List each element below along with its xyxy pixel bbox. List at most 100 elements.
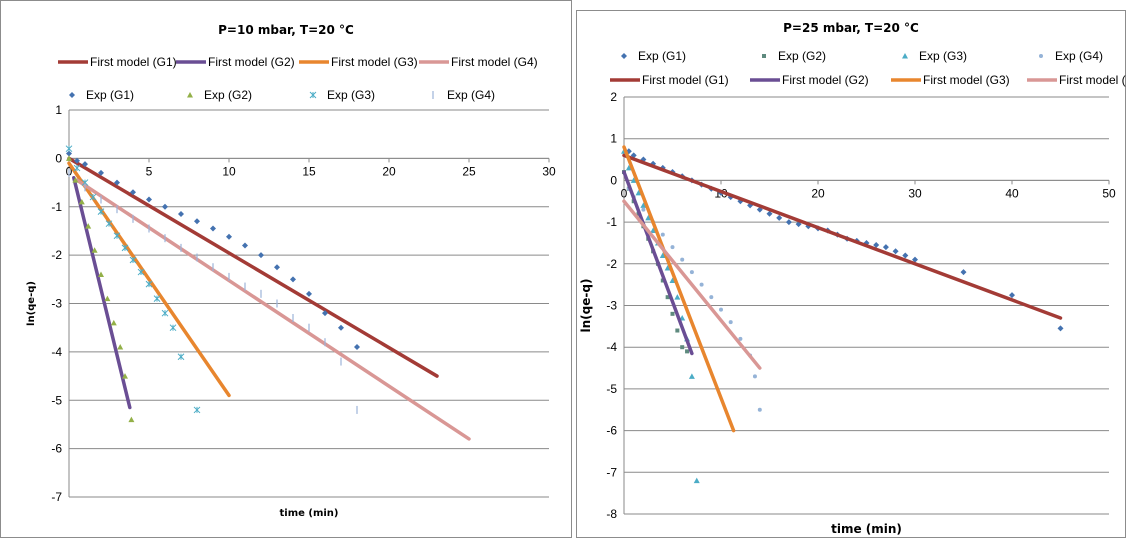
data-point (210, 225, 216, 232)
data-point (675, 328, 680, 333)
legend-entry: Exp (G4) (432, 88, 495, 102)
chart-panel-1: P=10 mbar, T=20 °C 10-1-2-3-4-5-6-705101… (0, 0, 572, 538)
data-point (74, 157, 80, 164)
data-point (82, 161, 88, 168)
data-point (1039, 54, 1043, 58)
legend-entry: Exp (G1) (69, 88, 134, 102)
data-point (91, 247, 98, 253)
data-point (66, 150, 72, 157)
data-point (161, 309, 169, 317)
data-point (193, 406, 201, 414)
data-point (97, 208, 105, 215)
data-point (98, 271, 104, 277)
series-first-model-g2- (622, 170, 694, 356)
data-point (719, 307, 723, 312)
series-first-model-g2- (72, 175, 132, 410)
y-tick-label: -2 (51, 248, 62, 262)
y-axis-title: ln(qe-q) (579, 279, 593, 333)
data-point (728, 320, 733, 325)
data-point (873, 242, 880, 249)
legend-entry: First model (G3) (299, 55, 418, 69)
y-tick-label: -7 (51, 490, 62, 504)
data-point (178, 211, 184, 218)
series-first-model-g3- (67, 161, 231, 398)
legend-entry: First model (G2) (176, 55, 295, 69)
legend-entry: Exp (G2) (187, 88, 252, 102)
y-tick-label: -3 (51, 297, 62, 311)
data-point (66, 155, 72, 161)
data-point (137, 268, 145, 276)
model-line (72, 175, 132, 410)
y-tick-label: -6 (51, 442, 62, 456)
legend-label: Exp (G2) (778, 49, 826, 63)
x-tick-label: 40 (1005, 186, 1019, 200)
y-tick-label: 1 (55, 103, 62, 117)
data-point (85, 223, 92, 229)
legend-label: First model (G3) (331, 55, 418, 69)
data-point (625, 148, 632, 155)
data-point (146, 196, 152, 203)
model-line (622, 199, 762, 370)
data-point (757, 407, 762, 412)
data-point (309, 91, 317, 99)
y-tick-label: -3 (606, 299, 617, 313)
data-point (669, 277, 676, 283)
data-point (177, 353, 185, 361)
data-point (104, 295, 111, 302)
data-point (72, 177, 79, 183)
series-exp-g3- (65, 145, 201, 414)
data-point (1009, 292, 1015, 299)
y-tick-label: -1 (51, 200, 62, 214)
data-point (187, 92, 193, 98)
legend-entry: First model (G4) (419, 55, 538, 69)
data-point (738, 336, 743, 341)
data-point (902, 53, 908, 59)
legend-label: Exp (G2) (204, 88, 252, 102)
series-first-model-g4- (75, 178, 471, 441)
data-point (752, 374, 757, 379)
legend-entry: Exp (G1) (621, 49, 686, 63)
data-point (766, 210, 773, 217)
data-point (680, 345, 685, 350)
data-point (659, 252, 666, 258)
x-tick-label: 50 (1102, 186, 1116, 200)
series-first-model-g1- (67, 156, 439, 378)
data-point (664, 264, 671, 271)
data-point (674, 294, 681, 300)
y-tick-label: 2 (610, 90, 617, 104)
legend-entry: Exp (G3) (902, 49, 967, 63)
y-tick-label: -4 (51, 345, 62, 359)
data-point (762, 54, 766, 58)
legend-label: Exp (G1) (638, 49, 686, 63)
y-tick-label: -8 (606, 507, 617, 521)
legend-entry: First model (G3) (891, 73, 1010, 87)
data-point (650, 227, 657, 233)
data-point (665, 295, 670, 300)
data-point (621, 53, 627, 59)
data-point (73, 164, 81, 172)
legend-label: First model (G4) (451, 55, 538, 69)
data-point (194, 218, 200, 225)
data-point (114, 179, 120, 186)
data-point (242, 242, 248, 249)
series-first-model-g3- (622, 145, 736, 433)
y-tick-label: -2 (606, 257, 617, 271)
x-tick-label: 25 (462, 164, 476, 178)
x-tick-label: 15 (302, 164, 316, 178)
data-point (89, 193, 97, 201)
data-point (258, 252, 264, 259)
data-point (660, 232, 665, 237)
model-line (622, 170, 694, 356)
data-point (670, 245, 675, 250)
data-point (162, 203, 168, 210)
data-point (117, 344, 124, 350)
x-tick-label: 20 (382, 164, 396, 178)
y-tick-label: -6 (606, 424, 617, 438)
series-exp-g1- (625, 148, 1064, 332)
x-tick-label: 30 (908, 186, 922, 200)
y-tick-label: -7 (606, 465, 617, 479)
legend-label: Exp (G1) (86, 88, 134, 102)
data-point (113, 232, 121, 240)
legend-label: First model (G2) (782, 73, 869, 87)
data-point (630, 177, 637, 183)
